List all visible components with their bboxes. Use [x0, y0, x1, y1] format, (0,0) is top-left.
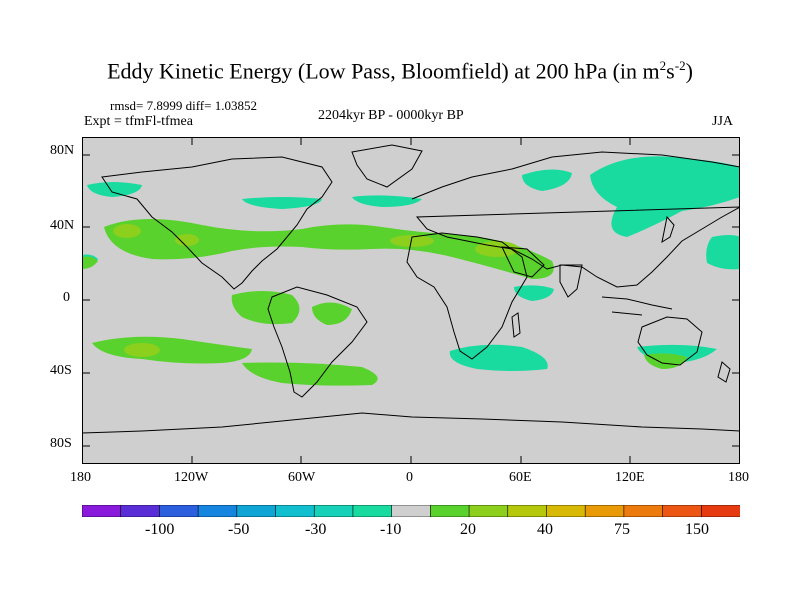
- colorbar-label: 75: [614, 521, 630, 538]
- colorbar-swatch: [546, 505, 586, 517]
- colorbar-swatch: [197, 505, 238, 517]
- positive-anomaly-cores: [113, 224, 519, 357]
- colorbar-swatch: [507, 505, 548, 517]
- colorbar-label: -10: [380, 521, 402, 538]
- colorbar-swatch: [623, 505, 664, 517]
- colorbar-swatch: [468, 505, 509, 517]
- x-tick-label: 180: [70, 470, 91, 485]
- colorbar-swatch: [236, 505, 277, 517]
- colorbar-label: -30: [305, 521, 327, 538]
- y-tick-label: 40N: [50, 218, 75, 233]
- experiment-label: Expt = tfmFl-tfmea: [84, 114, 193, 129]
- positive-anomaly-regions: [82, 218, 687, 386]
- x-tick-label: 60E: [509, 470, 532, 485]
- y-tick-label: 80S: [50, 436, 72, 451]
- colorbar-swatch: [662, 505, 703, 517]
- rmsd-diff-text: rmsd= 7.8999 diff= 1.03852: [110, 98, 257, 113]
- tick-marks: [82, 137, 740, 464]
- colorbar-swatch: [391, 505, 432, 517]
- y-tick-label: 0: [63, 290, 70, 305]
- period-label: 2204kyr BP - 0000kyr BP: [318, 108, 464, 123]
- colorbar-label: 20: [460, 521, 476, 538]
- coastlines: [82, 144, 740, 434]
- colorbar-swatch: [82, 505, 122, 517]
- colorbar-swatch: [700, 505, 740, 517]
- colorbar-swatch: [313, 505, 354, 517]
- colorbar-swatch: [120, 505, 161, 517]
- colorbar-swatch: [352, 505, 393, 517]
- chart-title: Eddy Kinetic Energy (Low Pass, Bloomfiel…: [107, 58, 693, 84]
- colorbar: [82, 505, 740, 517]
- plot-frame: [82, 137, 740, 464]
- x-tick-label: 60W: [288, 470, 316, 485]
- colorbar-swatch: [584, 505, 625, 517]
- x-tick-label: 0: [406, 470, 413, 485]
- colorbar-label: -50: [228, 521, 250, 538]
- y-tick-label: 80N: [50, 143, 75, 158]
- colorbar-label: 150: [685, 521, 709, 538]
- colorbar-label: 40: [537, 521, 553, 538]
- map-plot: [82, 137, 740, 464]
- y-tick-label: 40S: [50, 363, 72, 378]
- colorbar-svg: [82, 505, 740, 517]
- colorbar-swatch: [430, 505, 470, 517]
- colorbar-label: -100: [145, 521, 175, 538]
- colorbar-swatch: [159, 505, 199, 517]
- map-svg: [82, 137, 740, 464]
- x-tick-label: 180: [728, 470, 749, 485]
- x-tick-label: 120W: [174, 470, 209, 485]
- x-tick-label: 120E: [615, 470, 645, 485]
- season-label: JJA: [712, 114, 734, 129]
- colorbar-swatch: [275, 505, 316, 517]
